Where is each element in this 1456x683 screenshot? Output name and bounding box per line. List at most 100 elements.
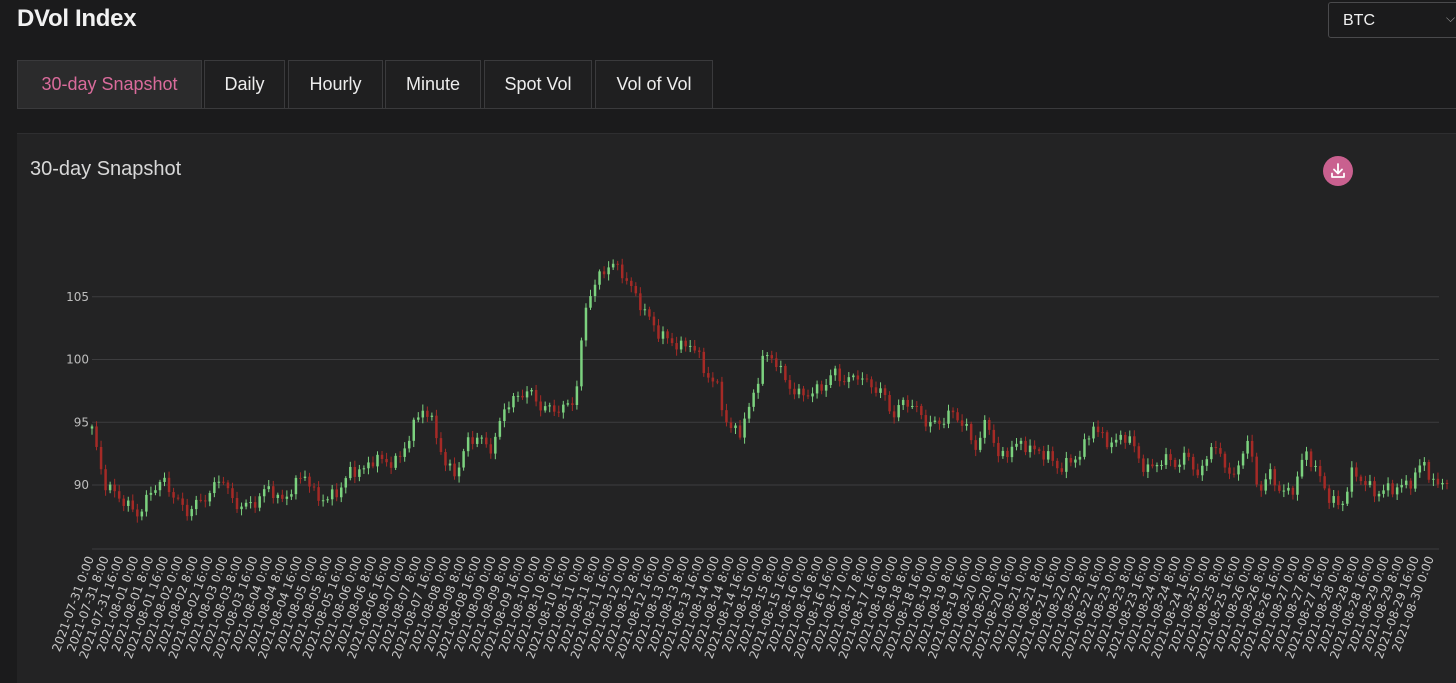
candle-body bbox=[530, 389, 533, 392]
candle-body bbox=[145, 494, 148, 512]
candle-body bbox=[951, 410, 955, 413]
candle-body bbox=[1083, 439, 1086, 457]
candle-body bbox=[480, 437, 483, 439]
tab-spot-vol[interactable]: Spot Vol bbox=[484, 60, 592, 108]
candle-body bbox=[1087, 438, 1091, 440]
candle-body bbox=[992, 429, 996, 443]
candle-body bbox=[176, 497, 180, 499]
candle-body bbox=[765, 355, 769, 357]
candle-body bbox=[675, 343, 678, 350]
candle-body bbox=[666, 331, 669, 339]
candle-body bbox=[1123, 434, 1127, 443]
tab-hourly[interactable]: Hourly bbox=[288, 60, 383, 108]
tab-30-day-snapshot[interactable]: 30-day Snapshot bbox=[17, 60, 202, 108]
candle-body bbox=[548, 405, 551, 407]
candle-body bbox=[729, 422, 733, 429]
candle-body bbox=[702, 351, 706, 374]
candle-body bbox=[761, 355, 764, 384]
candle-body bbox=[1368, 481, 1372, 485]
candle-body bbox=[938, 420, 941, 424]
candle-body bbox=[1110, 442, 1113, 448]
candle-body bbox=[367, 462, 370, 469]
candle-body bbox=[679, 340, 683, 350]
candle-body bbox=[253, 502, 257, 508]
candle-body bbox=[589, 296, 592, 308]
candle-body bbox=[607, 267, 610, 275]
candle-body bbox=[1323, 476, 1326, 489]
candle-body bbox=[1010, 446, 1014, 458]
candle-body bbox=[104, 469, 107, 491]
candle-body bbox=[471, 437, 474, 444]
candle-body bbox=[1391, 483, 1394, 495]
candle-body bbox=[811, 393, 814, 397]
candle-body bbox=[1214, 447, 1218, 449]
candle-body bbox=[507, 407, 511, 410]
candle-body bbox=[843, 381, 846, 383]
candle-body bbox=[1237, 465, 1240, 475]
candle-body bbox=[294, 477, 298, 495]
candle-body bbox=[1255, 456, 1258, 485]
candle-body bbox=[956, 412, 959, 421]
candle-body bbox=[960, 420, 964, 426]
asset-select[interactable]: BTC ⌵ bbox=[1328, 2, 1456, 38]
candle-body bbox=[1169, 454, 1172, 461]
candle-body bbox=[1160, 464, 1163, 466]
candle-body bbox=[670, 338, 674, 344]
candle-body bbox=[376, 454, 379, 467]
candle-body bbox=[806, 395, 810, 397]
candle-body bbox=[1033, 445, 1036, 450]
candle-body bbox=[398, 455, 402, 457]
candle-body bbox=[1318, 465, 1322, 477]
tab-daily[interactable]: Daily bbox=[204, 60, 285, 108]
candle-body bbox=[1065, 457, 1068, 472]
candle-body bbox=[652, 316, 656, 326]
candle-body bbox=[389, 462, 393, 468]
candle-body bbox=[1246, 440, 1249, 454]
candle-body bbox=[634, 286, 638, 294]
candle-body bbox=[1155, 465, 1159, 467]
candle-body bbox=[829, 375, 832, 386]
candle-body bbox=[1382, 490, 1385, 494]
candle-body bbox=[1056, 460, 1059, 469]
candle-body bbox=[213, 482, 216, 494]
candle-body bbox=[1395, 487, 1399, 495]
candle-body bbox=[906, 399, 909, 407]
chart-panel: 90 95 100 105 2021-07-31 0:00 2021-07-31 8:0… bbox=[17, 133, 1456, 683]
candle-body bbox=[412, 419, 416, 441]
candle-body bbox=[1309, 451, 1313, 468]
candle-body bbox=[426, 410, 429, 417]
tab-minute[interactable]: Minute bbox=[385, 60, 481, 108]
candle-body bbox=[1259, 484, 1263, 491]
candle-body bbox=[181, 498, 184, 505]
candle-body bbox=[775, 358, 778, 368]
candle-body bbox=[643, 309, 647, 311]
candle-body bbox=[421, 410, 425, 418]
candle-body bbox=[235, 498, 239, 510]
download-button[interactable] bbox=[1323, 156, 1353, 186]
candle-body bbox=[1151, 464, 1154, 467]
candle-body bbox=[435, 415, 438, 439]
candle-body bbox=[344, 478, 348, 488]
candle-body bbox=[272, 486, 275, 499]
candle-body bbox=[1296, 476, 1299, 495]
candle-body bbox=[380, 454, 384, 459]
candle-body bbox=[648, 309, 651, 317]
download-icon bbox=[1331, 163, 1345, 178]
candle-body bbox=[208, 493, 212, 502]
candle-body bbox=[258, 496, 261, 508]
candle-body bbox=[815, 384, 819, 394]
candle-body bbox=[113, 484, 116, 492]
candle-body bbox=[498, 421, 502, 437]
candle-body bbox=[394, 455, 397, 468]
candle-body bbox=[321, 500, 325, 502]
candle-body bbox=[1119, 434, 1122, 440]
candle-body bbox=[231, 488, 234, 499]
tab-vol-of-vol[interactable]: Vol of Vol bbox=[595, 60, 713, 108]
candle-body bbox=[312, 486, 316, 488]
candle-body bbox=[1269, 469, 1272, 480]
candle-body bbox=[752, 392, 755, 407]
candle-body bbox=[1232, 473, 1236, 475]
candle-body bbox=[1046, 451, 1050, 460]
candle-body bbox=[616, 263, 619, 265]
candle-body bbox=[222, 481, 225, 483]
